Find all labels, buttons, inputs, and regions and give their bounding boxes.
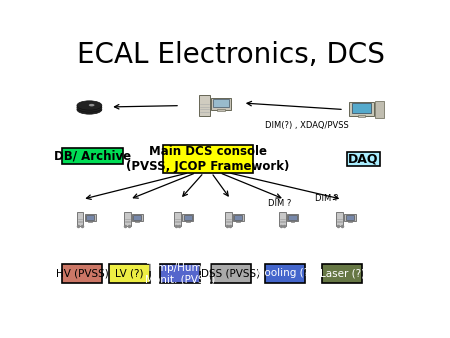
Text: LV (?): LV (?) [115,268,144,279]
FancyBboxPatch shape [160,264,200,283]
Text: DB/ Archive: DB/ Archive [54,150,131,163]
FancyBboxPatch shape [135,221,139,222]
Text: DSS (PVSS): DSS (PVSS) [201,268,260,279]
FancyBboxPatch shape [132,214,143,221]
FancyBboxPatch shape [265,264,305,283]
FancyBboxPatch shape [85,214,96,221]
FancyBboxPatch shape [233,214,244,221]
FancyBboxPatch shape [358,115,365,117]
Text: Laser (?): Laser (?) [320,268,365,279]
Ellipse shape [77,103,102,112]
FancyBboxPatch shape [77,111,102,112]
FancyBboxPatch shape [322,264,362,283]
Text: ECAL Electronics, DCS: ECAL Electronics, DCS [76,41,385,69]
FancyBboxPatch shape [109,264,149,283]
FancyBboxPatch shape [162,145,253,173]
FancyBboxPatch shape [375,101,384,118]
Text: HV (PVSS): HV (PVSS) [56,268,109,279]
FancyBboxPatch shape [346,215,354,220]
Text: DIM(?) , XDAQ/PVSS: DIM(?) , XDAQ/PVSS [266,121,349,130]
FancyBboxPatch shape [217,109,225,111]
FancyBboxPatch shape [212,98,231,110]
FancyBboxPatch shape [77,107,102,110]
Text: Temp/Humid.
Monit. (PVSS): Temp/Humid. Monit. (PVSS) [145,263,215,284]
FancyBboxPatch shape [344,214,356,221]
FancyBboxPatch shape [63,148,123,165]
Text: DAQ: DAQ [348,152,378,166]
FancyBboxPatch shape [174,212,181,226]
FancyBboxPatch shape [236,221,240,222]
Text: DIM ?: DIM ? [315,194,338,202]
FancyBboxPatch shape [184,215,192,220]
FancyBboxPatch shape [225,212,232,226]
Ellipse shape [77,105,102,114]
Ellipse shape [89,104,94,106]
FancyBboxPatch shape [88,221,92,222]
FancyBboxPatch shape [291,221,294,222]
Text: DIM ?: DIM ? [268,199,291,208]
FancyBboxPatch shape [287,214,298,221]
FancyBboxPatch shape [186,221,190,222]
FancyBboxPatch shape [337,212,343,226]
Ellipse shape [89,108,94,111]
Ellipse shape [89,106,94,108]
FancyBboxPatch shape [133,215,141,220]
FancyBboxPatch shape [76,212,84,226]
Text: Cooling (?): Cooling (?) [256,268,313,279]
FancyBboxPatch shape [182,214,194,221]
FancyBboxPatch shape [348,221,352,222]
FancyBboxPatch shape [124,212,130,226]
Text: Main DCS console
(PVSS, JCOP Framework): Main DCS console (PVSS, JCOP Framework) [126,145,290,173]
Ellipse shape [77,101,102,110]
FancyBboxPatch shape [349,102,374,116]
FancyBboxPatch shape [213,99,229,107]
FancyBboxPatch shape [63,264,103,283]
FancyBboxPatch shape [199,95,210,116]
FancyBboxPatch shape [279,212,286,226]
FancyBboxPatch shape [346,152,380,166]
FancyBboxPatch shape [351,103,371,113]
FancyBboxPatch shape [234,215,243,220]
FancyBboxPatch shape [211,264,251,283]
FancyBboxPatch shape [86,215,94,220]
FancyBboxPatch shape [288,215,297,220]
